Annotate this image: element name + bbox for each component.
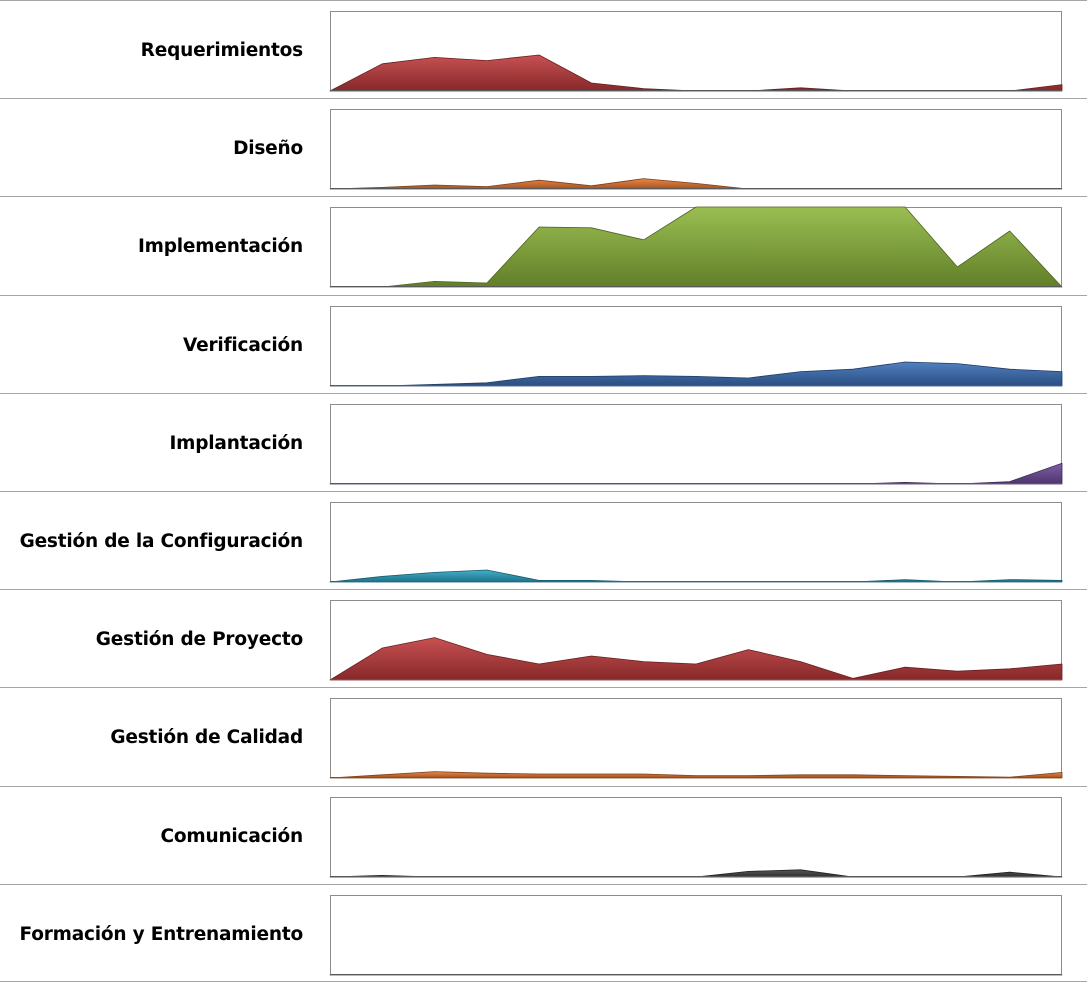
plot-area: [329, 895, 1063, 976]
chart-title: Implantación: [169, 432, 303, 454]
area-chart: [329, 502, 1063, 583]
chart-row: Diseño: [0, 98, 1087, 196]
chart-row: Gestión de la Configuración: [0, 491, 1087, 589]
chart-title: Gestión de Proyecto: [95, 628, 303, 650]
area-chart: [329, 698, 1063, 779]
plot-frame: [330, 502, 1062, 582]
plot-area: [329, 404, 1063, 485]
plot-area: [329, 306, 1063, 387]
chart-row: Gestión de Proyecto: [0, 589, 1087, 687]
plot-frame: [330, 797, 1062, 877]
plot-area: [329, 600, 1063, 681]
area-chart: [329, 404, 1063, 485]
area-chart: [329, 797, 1063, 878]
chart-row: Implementación: [0, 196, 1087, 294]
plot-frame: [330, 895, 1062, 975]
chart-row: Formación y Entrenamiento: [0, 884, 1087, 982]
chart-row: Gestión de Calidad: [0, 687, 1087, 785]
series-area: [329, 869, 1063, 878]
series-area: [329, 771, 1063, 779]
chart-title: Comunicación: [160, 825, 304, 847]
area-chart: [329, 895, 1063, 976]
chart-title: Requerimientos: [140, 39, 304, 61]
chart-row: Verificación: [0, 295, 1087, 393]
area-chart: [329, 600, 1063, 681]
plot-area: [329, 698, 1063, 779]
plot-frame: [330, 404, 1062, 484]
plot-frame: [330, 698, 1062, 778]
chart-row: Requerimientos: [0, 0, 1087, 98]
series-area: [329, 361, 1063, 387]
plot-area: [329, 109, 1063, 190]
series-area: [329, 54, 1063, 92]
chart-row: Comunicación: [0, 786, 1087, 884]
chart-title: Verificación: [183, 334, 303, 356]
chart-row: Implantación: [0, 393, 1087, 491]
chart-title: Diseño: [233, 137, 303, 159]
series-area: [329, 569, 1063, 583]
series-area: [329, 206, 1063, 288]
plot-area: [329, 797, 1063, 878]
series-area: [329, 637, 1063, 681]
series-area: [329, 462, 1063, 485]
chart-title: Gestión de Calidad: [110, 726, 303, 748]
area-chart: [329, 306, 1063, 387]
plot-area: [329, 502, 1063, 583]
series-area: [329, 178, 1063, 190]
plot-area: [329, 11, 1063, 92]
chart-title: Implementación: [137, 235, 303, 257]
plot-frame: [330, 109, 1062, 189]
area-chart: [329, 11, 1063, 92]
area-chart: [329, 109, 1063, 190]
plot-area: [329, 206, 1063, 288]
area-chart: [329, 206, 1063, 288]
chart-title: Formación y Entrenamiento: [19, 923, 304, 945]
chart-title: Gestión de la Configuración: [19, 530, 304, 552]
